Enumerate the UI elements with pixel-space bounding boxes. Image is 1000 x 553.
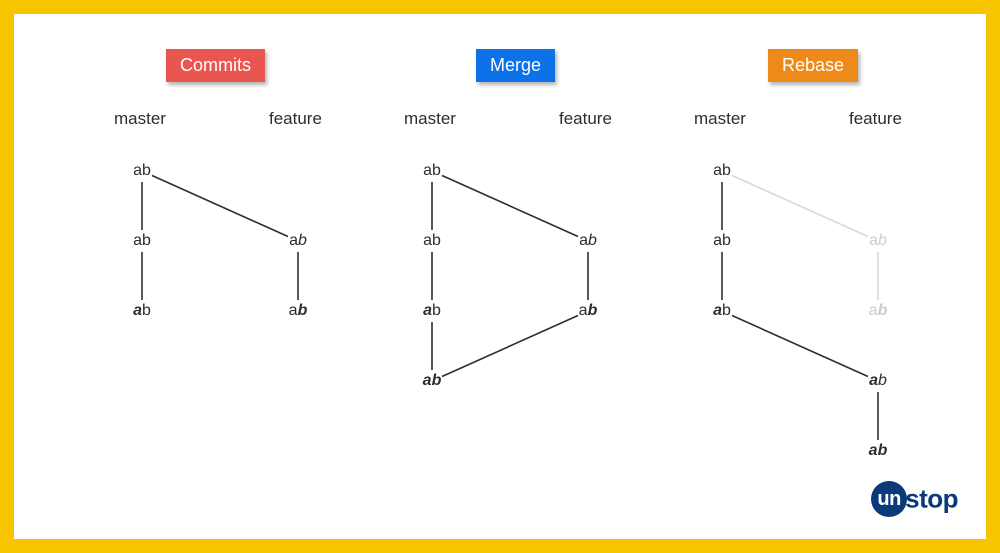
commit-node: ab (579, 302, 598, 320)
commit-node: ab (133, 302, 151, 320)
commit-node: ab (713, 162, 731, 180)
panel-rebase: masterfeatureababababababab (674, 109, 934, 509)
edge (152, 176, 288, 237)
commit-node: ab (423, 302, 441, 320)
tag-merge: Merge (476, 49, 555, 82)
commit-node: ab (869, 232, 887, 250)
commit-node: ab (869, 442, 888, 460)
commit-node: ab (133, 162, 151, 180)
commit-node: ab (289, 302, 308, 320)
commit-node: ab (579, 232, 597, 250)
commit-node: ab (713, 302, 731, 320)
tag-commits: Commits (166, 49, 265, 82)
commit-node: ab (423, 372, 442, 390)
diagram-frame: unstop CommitsMergeRebasemasterfeatureab… (0, 0, 1000, 553)
edge (442, 316, 578, 377)
edge (442, 176, 578, 237)
panel-commits: masterfeatureababababab (94, 109, 354, 369)
edge (732, 176, 868, 237)
edge (732, 316, 868, 377)
commit-node: ab (423, 162, 441, 180)
commit-node: ab (869, 372, 887, 390)
commit-node: ab (289, 232, 307, 250)
tag-rebase: Rebase (768, 49, 858, 82)
panel-merge: masterfeatureabababababab (384, 109, 644, 439)
commit-node: ab (713, 232, 731, 250)
commit-node: ab (133, 232, 151, 250)
commit-node: ab (423, 232, 441, 250)
commit-node: ab (869, 302, 888, 320)
